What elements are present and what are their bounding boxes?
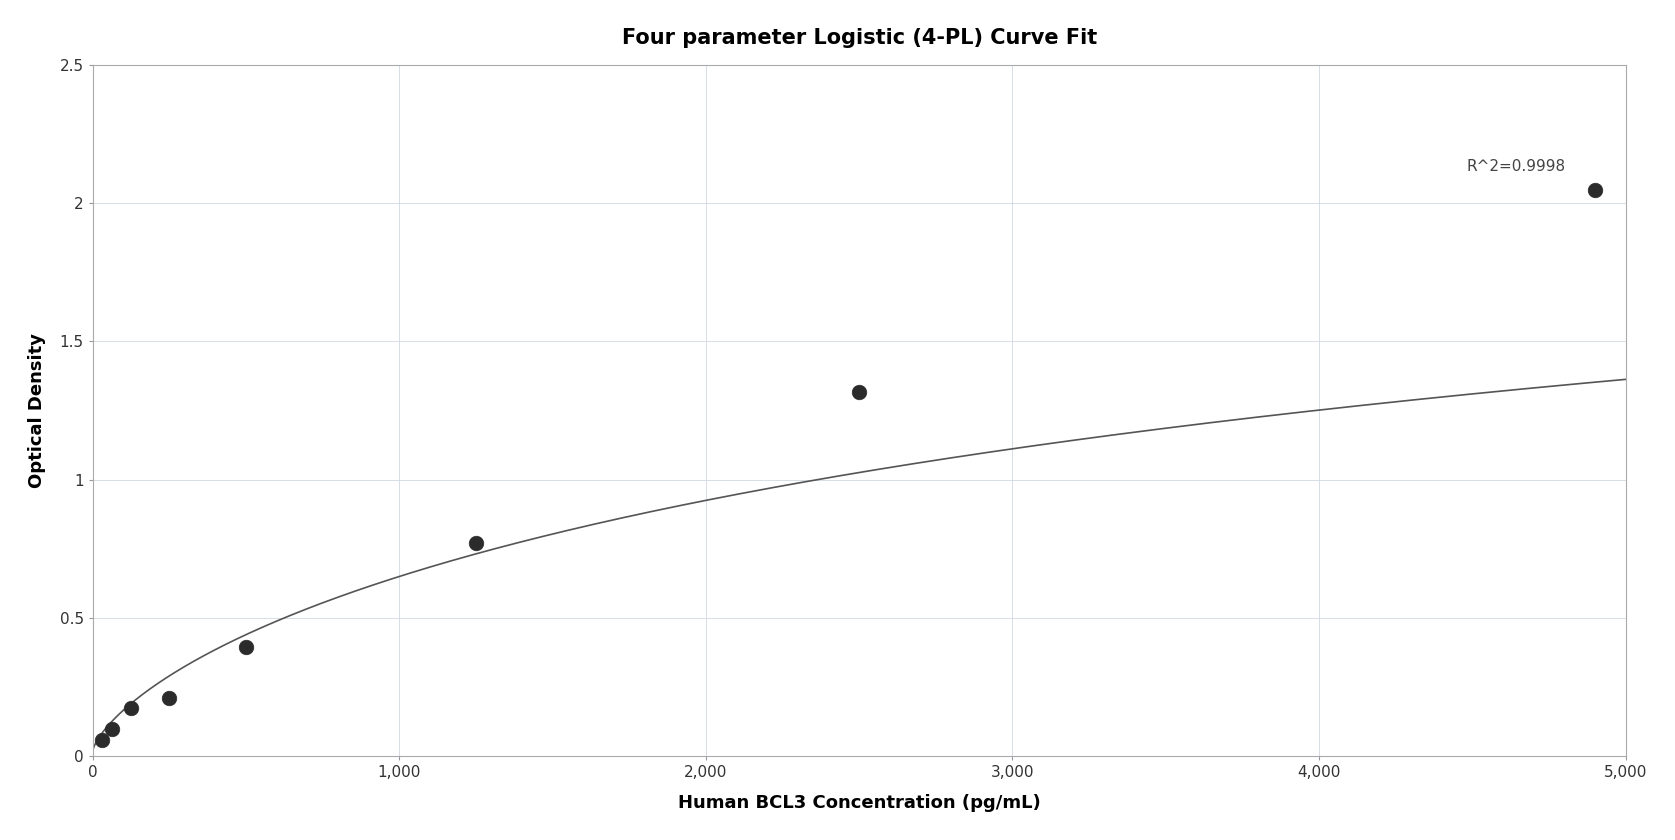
Point	[156, 691, 183, 705]
Point	[117, 701, 144, 715]
Point	[89, 733, 116, 747]
Y-axis label: Optical Density: Optical Density	[28, 333, 45, 488]
Point	[233, 640, 260, 654]
Point	[1581, 184, 1608, 197]
Point	[462, 537, 489, 550]
X-axis label: Human BCL3 Concentration (pg/mL): Human BCL3 Concentration (pg/mL)	[678, 795, 1040, 812]
Point	[846, 386, 873, 399]
Title: Four parameter Logistic (4-PL) Curve Fit: Four parameter Logistic (4-PL) Curve Fit	[621, 28, 1097, 48]
Point	[99, 722, 126, 735]
Text: R^2=0.9998: R^2=0.9998	[1466, 159, 1564, 174]
